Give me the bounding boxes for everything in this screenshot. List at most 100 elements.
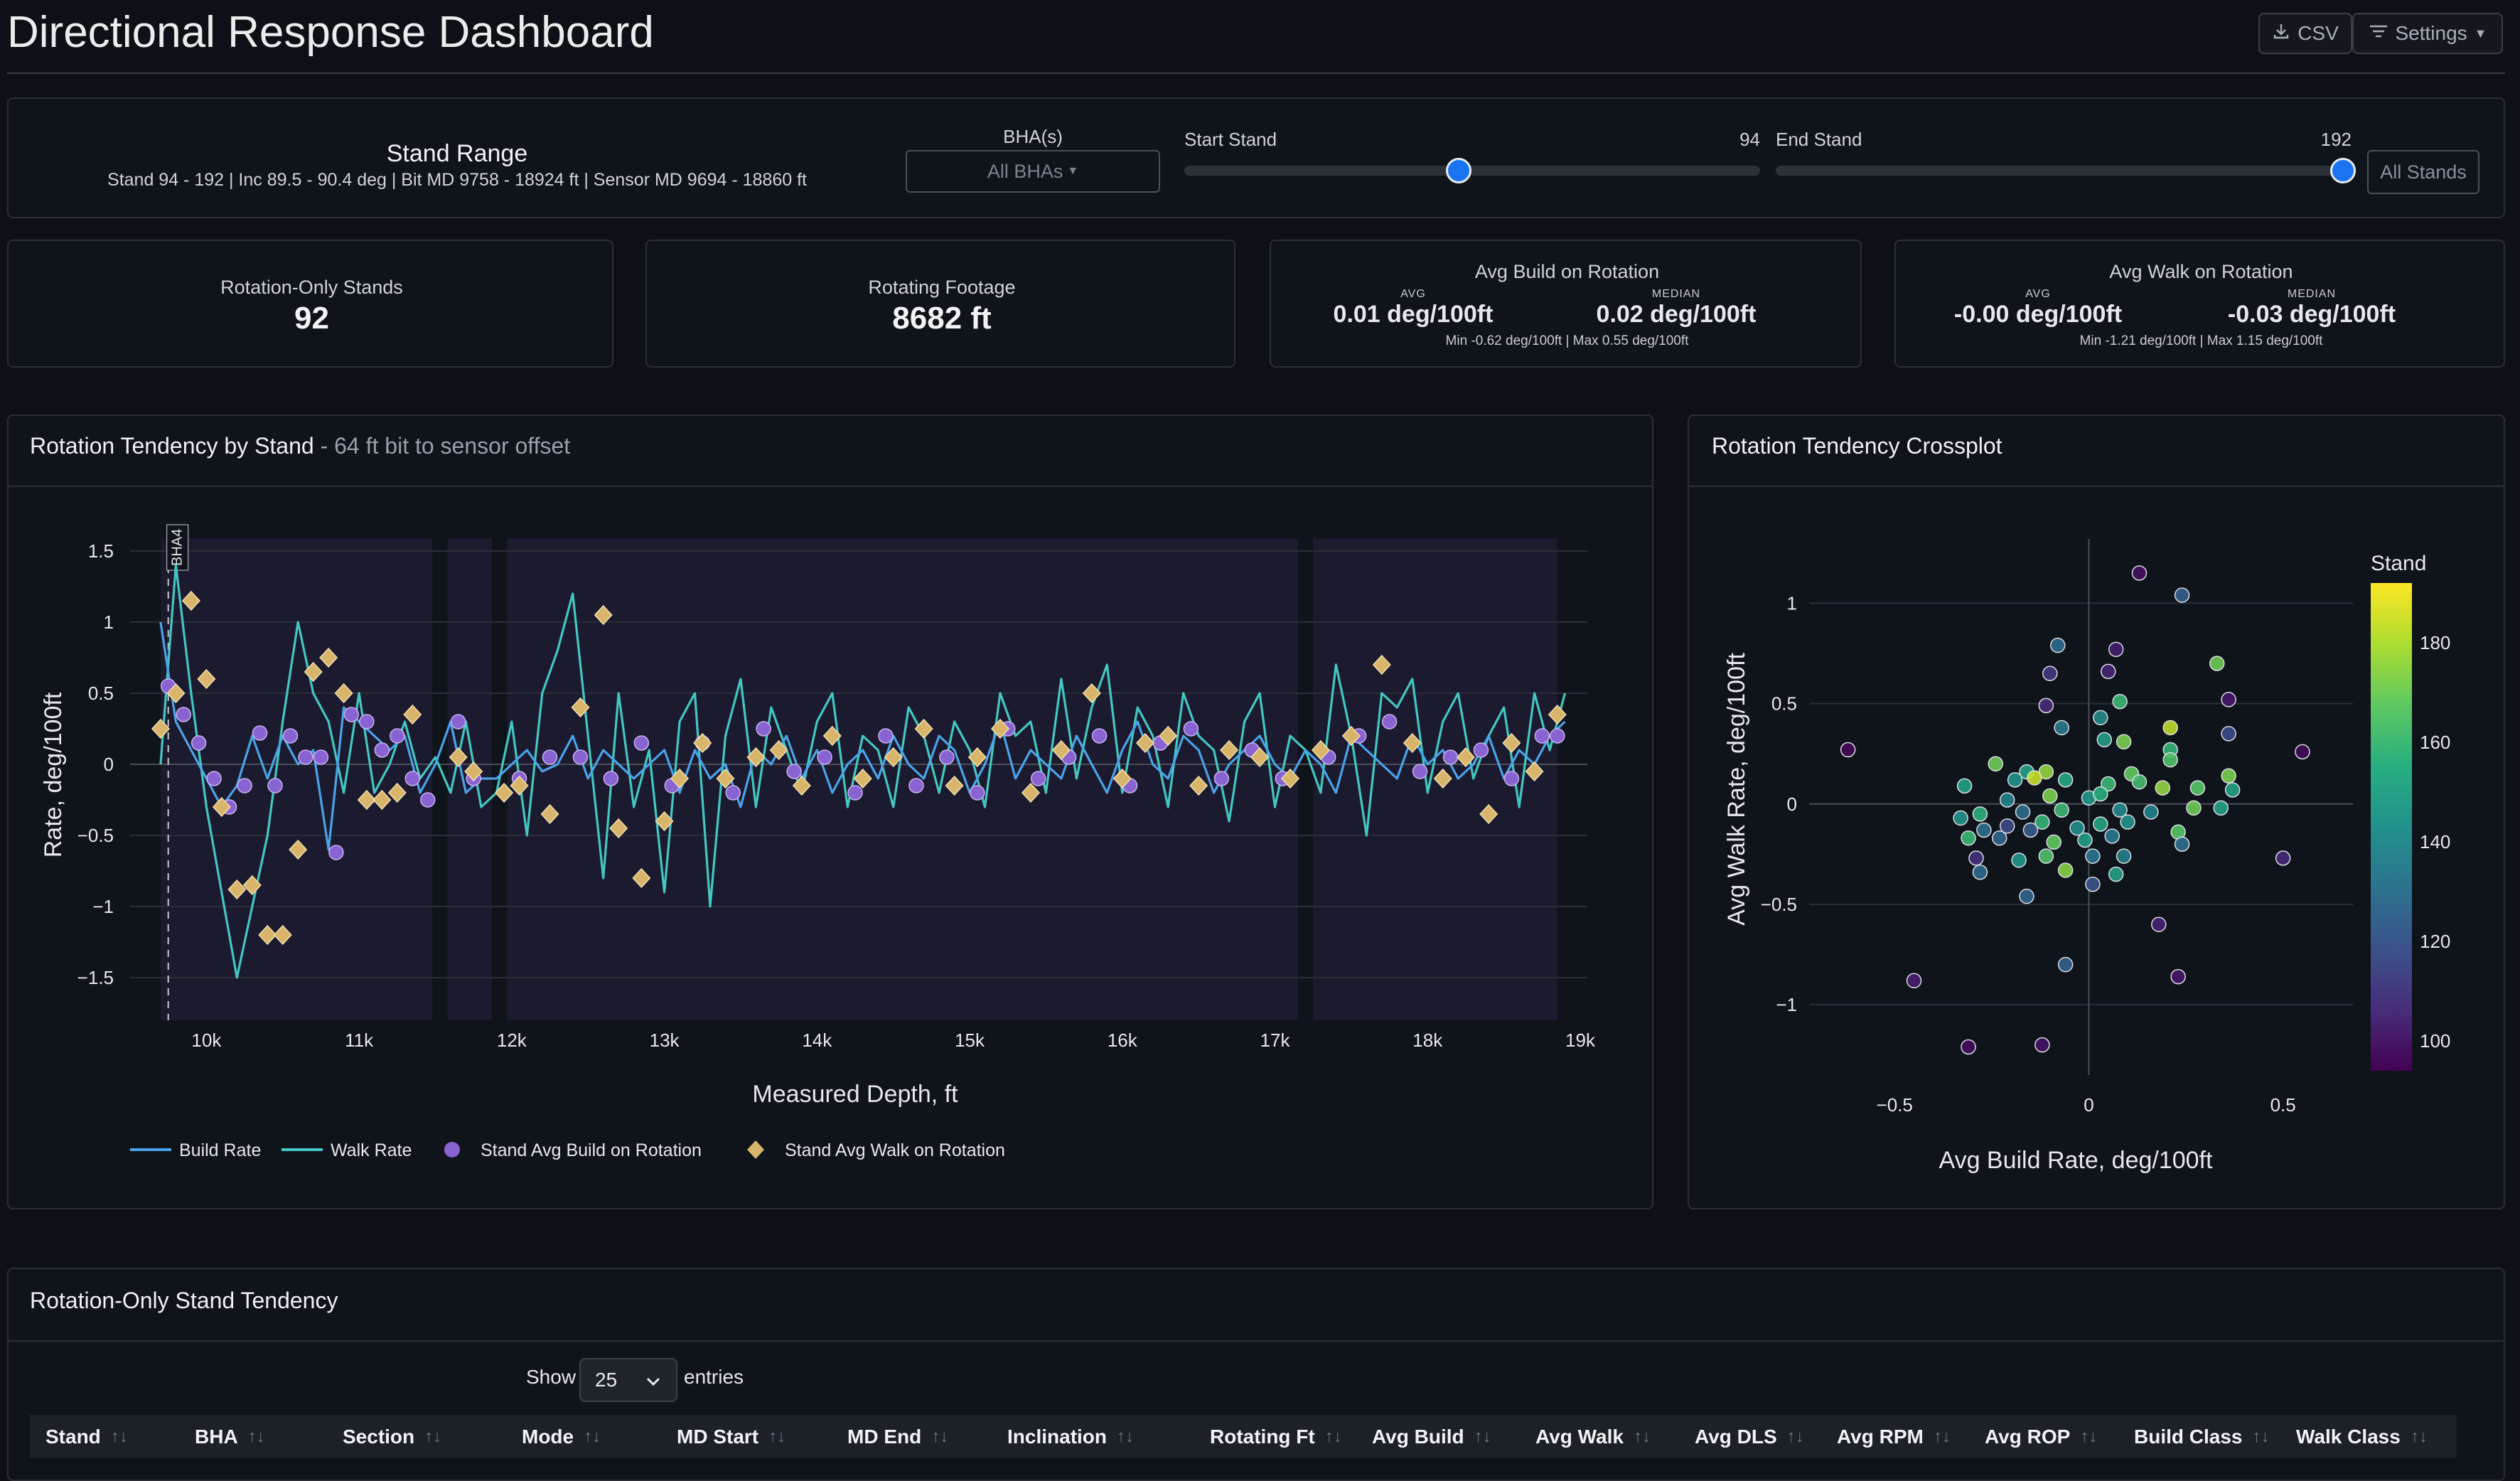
scatter-point bbox=[2049, 637, 2066, 653]
start-stand-thumb[interactable] bbox=[1446, 158, 1471, 183]
scatter-point bbox=[2057, 772, 2074, 788]
avg-walk-point bbox=[387, 782, 407, 803]
sort-icon: ↑↓ bbox=[1933, 1427, 1951, 1446]
sort-icon: ↑↓ bbox=[110, 1427, 128, 1446]
tendency-panel-divider bbox=[9, 486, 1652, 487]
column-header[interactable]: Avg Walk ↑↓ bbox=[1535, 1421, 1651, 1453]
column-header[interactable]: BHA ↑↓ bbox=[195, 1421, 265, 1453]
avg-walk-point bbox=[1433, 768, 1452, 789]
column-header-label: BHA bbox=[195, 1426, 238, 1448]
scatter-point bbox=[2054, 802, 2069, 818]
scatter-point bbox=[2295, 744, 2310, 760]
avg-walk-label: Avg Walk on Rotation bbox=[2109, 261, 2293, 282]
avg-build-point bbox=[267, 778, 283, 793]
column-header[interactable]: Stand ↑↓ bbox=[45, 1421, 128, 1453]
column-header[interactable]: Avg ROP ↑↓ bbox=[1985, 1421, 2097, 1453]
end-stand-value: 192 bbox=[2320, 129, 2352, 150]
entries-select-value: 25 bbox=[595, 1369, 618, 1391]
scatter-point bbox=[2221, 726, 2236, 742]
rotating-footage-card: Rotating Footage 8682 ft bbox=[645, 240, 1235, 368]
scatter-y-tick-label: 1 bbox=[1787, 592, 1797, 614]
column-header[interactable]: MD End ↑↓ bbox=[847, 1421, 948, 1453]
column-header[interactable]: Section ↑↓ bbox=[343, 1421, 441, 1453]
avg-walk-point bbox=[1021, 782, 1040, 803]
avg-build-point bbox=[847, 785, 863, 801]
entries-label: entries bbox=[684, 1366, 744, 1388]
end-stand-thumb[interactable] bbox=[2330, 158, 2356, 183]
column-header[interactable]: Avg DLS ↑↓ bbox=[1695, 1421, 1804, 1453]
avg-walk-minmax: Min -1.21 deg/100ft | Max 1.15 deg/100ft bbox=[2079, 333, 2323, 348]
avg-walk-point bbox=[792, 775, 811, 796]
bha-select[interactable]: All BHAs ▼ bbox=[906, 150, 1160, 193]
column-header[interactable]: Build Class ↑↓ bbox=[2134, 1421, 2269, 1453]
legend-build-label: Build Rate bbox=[179, 1140, 261, 1160]
avg-walk-point bbox=[403, 704, 422, 725]
avg-walk-point bbox=[571, 697, 590, 718]
column-header[interactable]: Inclination ↑↓ bbox=[1007, 1421, 1134, 1453]
crossplot-panel-divider bbox=[1689, 486, 2504, 487]
avg-build-median-caption: MEDIAN bbox=[1651, 288, 1701, 300]
scatter-point bbox=[2015, 804, 2031, 820]
avg-walk-point bbox=[1135, 732, 1155, 754]
scatter-gridlines bbox=[1809, 539, 2353, 1075]
avg-build-point bbox=[786, 764, 802, 779]
start-stand-label: Start Stand bbox=[1184, 129, 1277, 150]
sort-icon: ↑↓ bbox=[768, 1427, 786, 1446]
all-stands-button[interactable]: All Stands bbox=[2367, 150, 2479, 194]
sort-icon: ↑↓ bbox=[424, 1427, 442, 1446]
column-header[interactable]: Walk Class ↑↓ bbox=[2296, 1421, 2428, 1453]
column-header[interactable]: Avg RPM ↑↓ bbox=[1837, 1421, 1951, 1453]
avg-walk-point bbox=[655, 811, 674, 832]
avg-walk-point bbox=[594, 604, 613, 626]
avg-build-point bbox=[908, 778, 924, 793]
x-tick-label: 15k bbox=[955, 1030, 985, 1051]
scatter-point bbox=[2038, 697, 2054, 714]
start-stand-track[interactable] bbox=[1184, 166, 1760, 176]
table-header-row: Stand ↑↓ BHA ↑↓ Section ↑↓ Mode ↑↓ MD Start ↑↓ MD … bbox=[30, 1415, 2457, 1458]
x-tick-label: 14k bbox=[802, 1030, 832, 1051]
avg-build-point bbox=[1030, 771, 1046, 786]
scatter-point bbox=[1956, 778, 1973, 794]
column-header[interactable]: Rotating Ft ↑↓ bbox=[1210, 1421, 1342, 1453]
avg-walk-point bbox=[212, 796, 231, 818]
column-header[interactable]: MD Start ↑↓ bbox=[677, 1421, 786, 1453]
scatter-point bbox=[2034, 1037, 2050, 1053]
rotating-footage-value: 8682 ft bbox=[892, 301, 992, 336]
avg-build-point bbox=[1213, 771, 1230, 786]
x-tick-label: 10k bbox=[191, 1030, 222, 1051]
avg-walk-point bbox=[1372, 654, 1391, 675]
avg-walk-point bbox=[967, 747, 987, 768]
scatter-point bbox=[2093, 786, 2108, 802]
avg-walk-point bbox=[822, 725, 842, 747]
bha-marker-box bbox=[166, 524, 189, 571]
crossplot-scatter-chart: 1 0.5 0 −0.5 −1 −0.5 0 0.5 Avg Build Rate, deg/1… bbox=[1723, 539, 2450, 1174]
crossplot-panel-title: Rotation Tendency Crossplot bbox=[1712, 433, 2002, 459]
avg-build-point bbox=[1183, 721, 1199, 737]
column-header[interactable]: Mode ↑↓ bbox=[522, 1421, 601, 1453]
scatter-y-axis-title: Avg Walk Rate, deg/100ft bbox=[1723, 653, 1750, 926]
avg-walk-point bbox=[1189, 775, 1208, 796]
sort-icon: ↑↓ bbox=[1117, 1427, 1134, 1446]
column-header[interactable]: Avg Build ↑↓ bbox=[1372, 1421, 1491, 1453]
scatter-point bbox=[2046, 834, 2061, 850]
avg-walk-point bbox=[853, 768, 872, 789]
entries-select[interactable]: 25 bbox=[579, 1358, 677, 1402]
sort-icon: ↑↓ bbox=[2252, 1427, 2270, 1446]
scatter-point bbox=[2162, 720, 2178, 736]
scatter-point bbox=[2143, 804, 2159, 820]
avg-build-point bbox=[450, 714, 466, 729]
tendency-panel-header: Rotation Tendency by Stand - 64 ft bit t… bbox=[30, 433, 570, 459]
colorbar-tick-label: 140 bbox=[2420, 831, 2450, 852]
settings-button[interactable]: Settings ▼ bbox=[2352, 13, 2503, 54]
avg-build-point bbox=[328, 845, 344, 860]
column-header-label: Stand bbox=[45, 1426, 101, 1448]
caret-down-icon: ▼ bbox=[1067, 165, 1079, 177]
legend-avg-walk-swatch bbox=[747, 1140, 764, 1159]
avg-build-label: Avg Build on Rotation bbox=[1474, 261, 1660, 282]
colorbar-tick-label: 180 bbox=[2420, 632, 2450, 653]
csv-button[interactable]: CSV bbox=[2258, 13, 2352, 54]
end-stand-track[interactable] bbox=[1776, 166, 2352, 176]
x-tick-label: 19k bbox=[1565, 1030, 1596, 1051]
scatter-point bbox=[2038, 848, 2054, 864]
avg-walk-point bbox=[693, 732, 712, 754]
